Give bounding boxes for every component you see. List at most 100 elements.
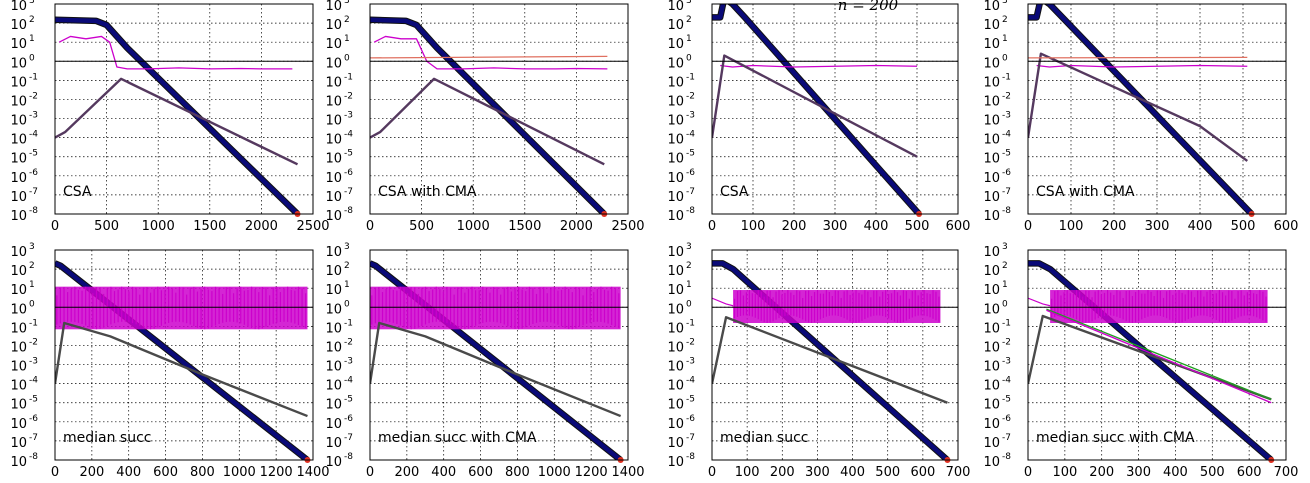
y-tick-label: 10	[325, 209, 342, 224]
y-tick-label: 10	[325, 75, 342, 90]
panel-label: CSA	[63, 184, 92, 200]
y-tick-exponent: 2	[686, 261, 692, 271]
series-group	[370, 260, 628, 460]
y-tick-exponent: -5	[1002, 149, 1011, 159]
y-tick-label: 10	[325, 56, 342, 71]
y-tick-exponent: 2	[1002, 261, 1008, 271]
y-tick-label: 10	[983, 0, 1000, 14]
y-tick-exponent: -3	[686, 111, 695, 121]
x-tick-label: 400	[431, 465, 456, 480]
y-tick-label: 10	[10, 436, 27, 451]
series-group	[1028, 4, 1286, 214]
y-tick-exponent: 2	[29, 15, 35, 25]
series-step-lead	[712, 297, 734, 307]
x-tick-label: 600	[468, 465, 493, 480]
plot-frame	[369, 249, 629, 461]
y-tick-exponent: -4	[29, 130, 38, 140]
y-tick-label: 10	[983, 283, 1000, 298]
y-tick-label: 10	[667, 114, 684, 129]
grid	[370, 250, 628, 460]
y-tick-exponent: -8	[1002, 206, 1011, 216]
y-tick-label: 10	[10, 302, 27, 317]
x-tick-label: 800	[190, 465, 215, 480]
y-tick-label: 10	[667, 340, 684, 355]
y-tick-exponent: 0	[344, 299, 350, 309]
y-tick-label: 10	[667, 171, 684, 186]
series-group	[1028, 260, 1286, 460]
series-sigma	[370, 321, 622, 418]
series-f	[712, 4, 921, 214]
y-tick-label: 10	[10, 340, 27, 355]
y-tick-label: 10	[10, 152, 27, 167]
series-f	[1028, 261, 1273, 460]
y-tick-label: 10	[983, 436, 1000, 451]
y-tick-exponent: 0	[1002, 299, 1008, 309]
x-tick-label: 800	[505, 465, 530, 480]
y-tick-label: 10	[667, 455, 684, 470]
series-group	[712, 260, 958, 460]
y-tick-exponent: -5	[1002, 395, 1011, 405]
y-tick-exponent: -3	[29, 111, 38, 121]
series-step	[373, 35, 608, 70]
y-tick-label: 10	[325, 417, 342, 432]
y-tick-label: 10	[325, 302, 342, 317]
y-tick-label: 10	[667, 0, 684, 14]
y-tick-label: 10	[983, 56, 1000, 71]
y-tick-label: 10	[10, 245, 27, 260]
series-f	[55, 17, 300, 214]
y-tick-label: 10	[325, 94, 342, 109]
x-tick-label: 200	[394, 465, 419, 480]
y-tick-label: 10	[667, 245, 684, 260]
x-tick-label: 600	[153, 465, 178, 480]
y-tick-exponent: -6	[29, 414, 38, 424]
x-tick-label: 0	[51, 465, 59, 480]
y-tick-exponent: -5	[344, 149, 353, 159]
plot-frame	[54, 3, 314, 215]
y-tick-label: 10	[983, 190, 1000, 205]
y-tick-exponent: -7	[344, 187, 353, 197]
panel-label: CSA with CMA	[378, 184, 477, 200]
series-sigma	[712, 54, 918, 158]
y-tick-label: 10	[325, 171, 342, 186]
x-tick-label: 500	[905, 219, 930, 234]
y-tick-exponent: 2	[1002, 15, 1008, 25]
y-tick-label: 10	[983, 171, 1000, 186]
y-tick-exponent: -7	[1002, 187, 1011, 197]
y-tick-label: 10	[667, 37, 684, 52]
y-tick-label: 10	[325, 114, 342, 129]
y-tick-exponent: 1	[1002, 34, 1008, 44]
y-tick-exponent: -3	[344, 111, 353, 121]
panel-label: CSA with CMA	[1036, 184, 1135, 200]
panel-p2: 0 500 1000 1500 2000 250010-810-710-610-510-4…	[325, 0, 644, 234]
series-f	[370, 17, 606, 214]
y-tick-exponent: -6	[686, 168, 695, 178]
plot-frame	[1027, 3, 1287, 215]
y-tick-exponent: -2	[344, 91, 353, 101]
x-tick-label: 1500	[508, 219, 541, 234]
y-tick-label: 10	[325, 152, 342, 167]
figure-top-label: n = 200	[838, 0, 899, 14]
y-tick-exponent: -8	[29, 206, 38, 216]
y-tick-exponent: -4	[686, 130, 695, 140]
y-tick-label: 10	[983, 360, 1000, 375]
y-tick-exponent: -7	[29, 187, 38, 197]
x-tick-label: 0	[1024, 219, 1032, 234]
x-tick-label: 0	[708, 219, 716, 234]
y-tick-label: 10	[983, 75, 1000, 90]
series-step	[58, 35, 293, 70]
x-tick-label: 1000	[142, 219, 175, 234]
series-step	[1036, 64, 1248, 68]
y-tick-exponent: -4	[1002, 376, 1011, 386]
y-tick-exponent: -8	[686, 206, 695, 216]
x-tick-label: 700	[1274, 465, 1299, 480]
x-tick-label: 0	[366, 219, 374, 234]
y-tick-label: 10	[325, 379, 342, 394]
y-tick-label: 10	[667, 398, 684, 413]
x-tick-label: 100	[1052, 465, 1077, 480]
y-tick-exponent: -6	[1002, 168, 1011, 178]
x-tick-label: 0	[366, 465, 374, 480]
y-tick-label: 10	[983, 245, 1000, 260]
y-tick-exponent: -2	[344, 337, 353, 347]
y-tick-exponent: -2	[29, 337, 38, 347]
